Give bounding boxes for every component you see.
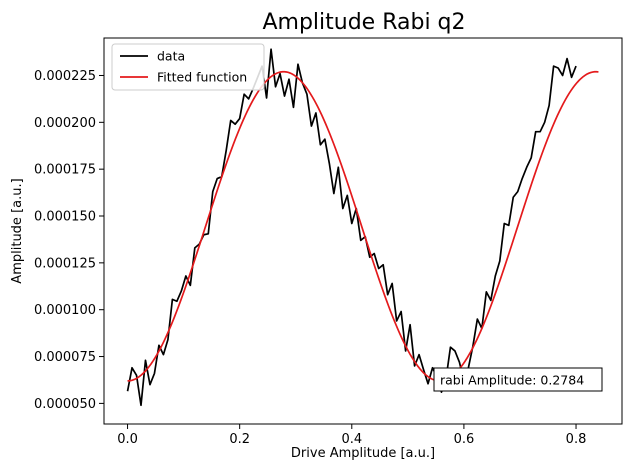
x-tick-label: 0.4 <box>341 432 362 447</box>
series-fit-line <box>127 70 599 382</box>
plot-frame <box>103 37 623 425</box>
legend-box <box>111 43 265 91</box>
annotation-text: rabi Amplitude: 0.2784 <box>440 373 584 388</box>
plot-area: 0.0 0.2 0.4 0.6 0.8 0.000050 0.000075 0.000100… <box>34 37 623 447</box>
y-tick-label: 0.000050 <box>34 397 96 412</box>
x-tick-label: 0.0 <box>117 432 138 447</box>
y-tick-label: 0.000200 <box>34 116 96 131</box>
annotation-frame <box>433 367 603 392</box>
y-tick-label: 0.000150 <box>34 210 96 225</box>
annotation-box: rabi Amplitude: 0.2784 <box>433 367 603 392</box>
y-tick-label: 0.000175 <box>34 163 96 178</box>
y-axis-label: Amplitude [a.u.] <box>10 178 25 283</box>
x-tick-label: 0.2 <box>229 432 250 447</box>
y-axis-ticks: 0.000050 0.000075 0.000100 0.000125 0.000150… <box>34 69 104 412</box>
y-tick-label: 0.000100 <box>34 303 96 318</box>
legend-label-fit: Fitted function <box>157 70 247 85</box>
y-tick-label: 0.000075 <box>34 350 96 365</box>
legend: data Fitted function <box>111 43 265 91</box>
x-axis-ticks: 0.0 0.2 0.4 0.6 0.8 <box>117 424 586 447</box>
y-tick-label: 0.000125 <box>34 256 96 271</box>
x-axis-label: Drive Amplitude [a.u.] <box>291 446 435 461</box>
x-tick-label: 0.6 <box>454 432 475 447</box>
series-layer <box>126 48 599 407</box>
legend-label-data: data <box>157 49 185 64</box>
chart-title: Amplitude Rabi q2 <box>262 10 465 35</box>
x-tick-label: 0.8 <box>566 432 587 447</box>
y-tick-label: 0.000225 <box>34 69 96 84</box>
series-data-line <box>126 48 577 407</box>
